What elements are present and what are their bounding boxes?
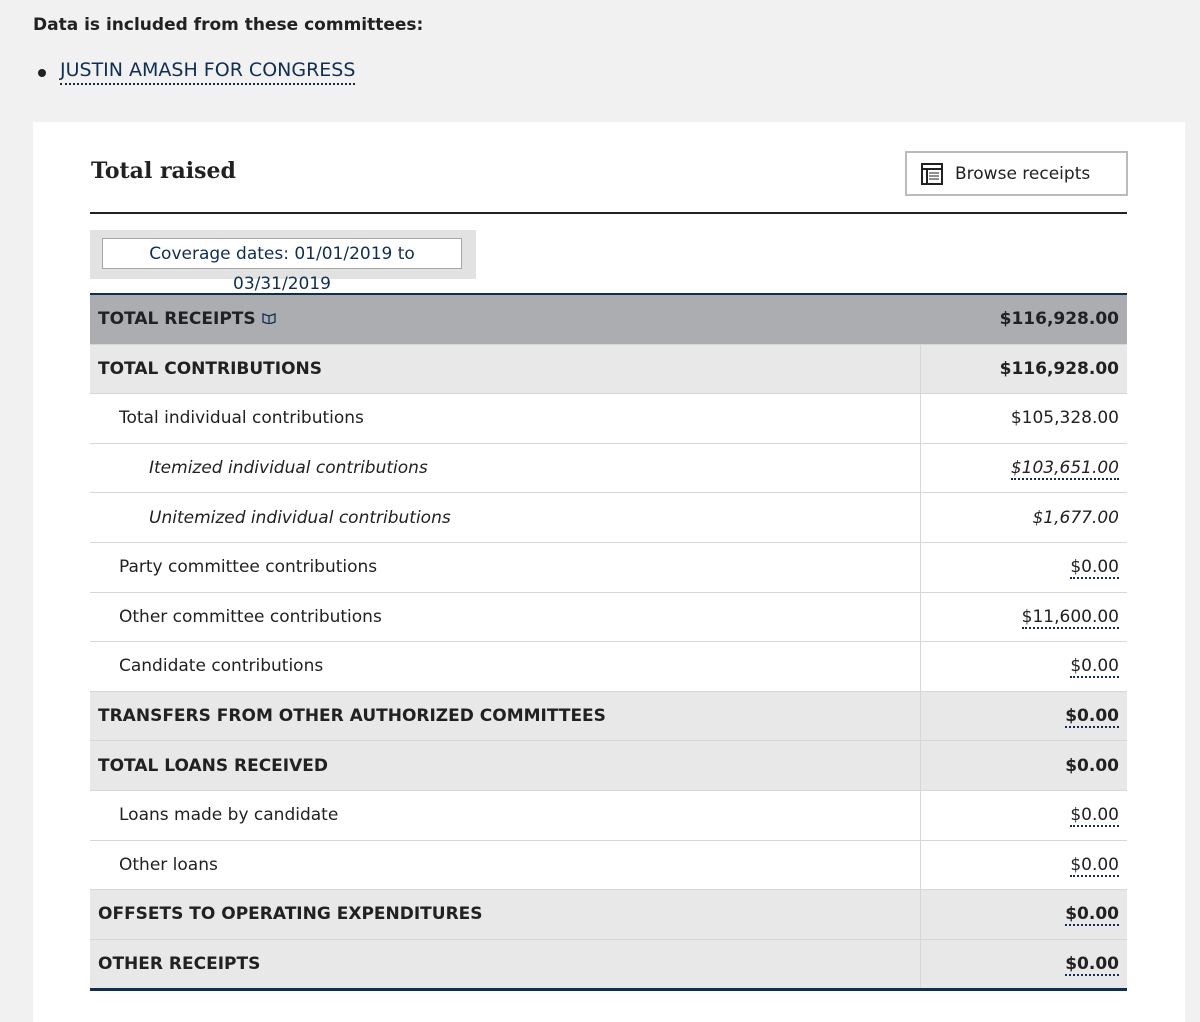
table-row: TRANSFERS FROM OTHER AUTHORIZED COMMITTE…	[90, 690, 1127, 741]
row-amount: $116,928.00	[920, 292, 1127, 345]
amount: $116,928.00	[999, 358, 1119, 379]
row-label: TRANSFERS FROM OTHER AUTHORIZED COMMITTE…	[90, 690, 921, 741]
row-label: Loans made by candidate	[90, 789, 921, 841]
amount: $0.00	[1065, 755, 1119, 776]
table-row: Other loans $0.00	[90, 839, 1127, 890]
coverage-bar: Coverage dates: 01/01/2019 to 03/31/2019	[90, 230, 476, 294]
amount: $105,328.00	[1010, 408, 1119, 429]
divider	[90, 212, 1127, 214]
receipts-table: TOTAL RECEIPTS $116,928.00 TOTAL CONTRIBUT…	[90, 292, 1127, 992]
panel-title: Total raised	[91, 158, 236, 184]
row-amount: $0.00	[920, 641, 1127, 692]
committee-link[interactable]: JUSTIN AMASH FOR CONGRESS	[60, 59, 356, 85]
row-label: Unitemized individual contributions	[90, 492, 921, 543]
table-row: Unitemized individual contributions $1,67…	[90, 492, 1127, 543]
row-amount: $0.00	[920, 889, 1127, 940]
amount-link[interactable]: $0.00	[1070, 805, 1119, 828]
amount-link[interactable]: $0.00	[1070, 656, 1119, 679]
row-label: Other loans	[90, 839, 921, 890]
row-amount: $0.00	[920, 789, 1127, 841]
amount-link[interactable]: $0.00	[1070, 557, 1119, 580]
coverage-dates: Coverage dates: 01/01/2019 to 03/31/2019	[102, 238, 462, 294]
row-amount: $0.00	[920, 938, 1127, 990]
amount-link[interactable]: $0.00	[1070, 854, 1119, 877]
row-label: Candidate contributions	[90, 641, 921, 692]
table-row: Loans made by candidate $0.00	[90, 789, 1127, 841]
row-amount: $0.00	[920, 839, 1127, 890]
table-row: OTHER RECEIPTS $0.00	[90, 938, 1127, 990]
row-label: TOTAL RECEIPTS	[90, 292, 921, 345]
amount-link[interactable]: $0.00	[1065, 954, 1119, 977]
row-label: Total individual contributions	[90, 393, 921, 444]
committee-item: JUSTIN AMASH FOR CONGRESS	[38, 59, 356, 85]
table-row: TOTAL RECEIPTS $116,928.00	[90, 292, 1127, 345]
row-amount: $103,651.00	[920, 442, 1127, 493]
row-amount: $105,328.00	[920, 393, 1127, 444]
button-label[interactable]: Browse receipts	[955, 163, 1091, 184]
row-label: Itemized individual contributions	[90, 442, 921, 493]
table-row: Party committee contributions $0.00	[90, 541, 1127, 593]
browse-button[interactable]: Browse receipts	[905, 151, 1128, 196]
panel: Total raised Browse receipts Coverage da…	[33, 122, 1185, 1022]
row-amount: $0.00	[920, 690, 1127, 741]
amount-link[interactable]: $11,600.00	[1021, 606, 1119, 629]
table-row: Candidate contributions $0.00	[90, 641, 1127, 692]
row-amount: $0.00	[920, 740, 1127, 791]
row-amount: $11,600.00	[920, 591, 1127, 642]
row-label: TOTAL LOANS RECEIVED	[90, 740, 921, 791]
amount-link[interactable]: $0.00	[1065, 706, 1119, 729]
table-icon	[921, 162, 943, 185]
row-amount: $1,677.00	[920, 492, 1127, 543]
table-row: Other committee contributions $11,600.00	[90, 591, 1127, 642]
row-label: OTHER RECEIPTS	[90, 938, 921, 990]
table-row: Total individual contributions $105,328.0…	[90, 393, 1127, 444]
row-amount: $0.00	[920, 541, 1127, 593]
amount: $1,677.00	[1032, 507, 1119, 528]
row-label: OFFSETS TO OPERATING EXPENDITURES	[90, 889, 921, 940]
amount: $116,928.00	[999, 309, 1119, 330]
table-row: Itemized individual contributions $103,65…	[90, 442, 1127, 493]
table-row: TOTAL LOANS RECEIVED $0.00	[90, 740, 1127, 791]
committees-label: Data is included from these committees:	[33, 15, 424, 35]
row-label: Other committee contributions	[90, 591, 921, 642]
row-label: TOTAL CONTRIBUTIONS	[90, 343, 921, 394]
amount-link[interactable]: $0.00	[1065, 904, 1119, 927]
table-row: TOTAL CONTRIBUTIONS $116,928.00	[90, 343, 1127, 394]
table-row: OFFSETS TO OPERATING EXPENDITURES $0.00	[90, 889, 1127, 940]
amount-link[interactable]: $103,651.00	[1010, 458, 1119, 481]
row-label: Party committee contributions	[90, 541, 921, 593]
row-amount: $116,928.00	[920, 343, 1127, 394]
glossary-icon[interactable]	[262, 312, 276, 325]
